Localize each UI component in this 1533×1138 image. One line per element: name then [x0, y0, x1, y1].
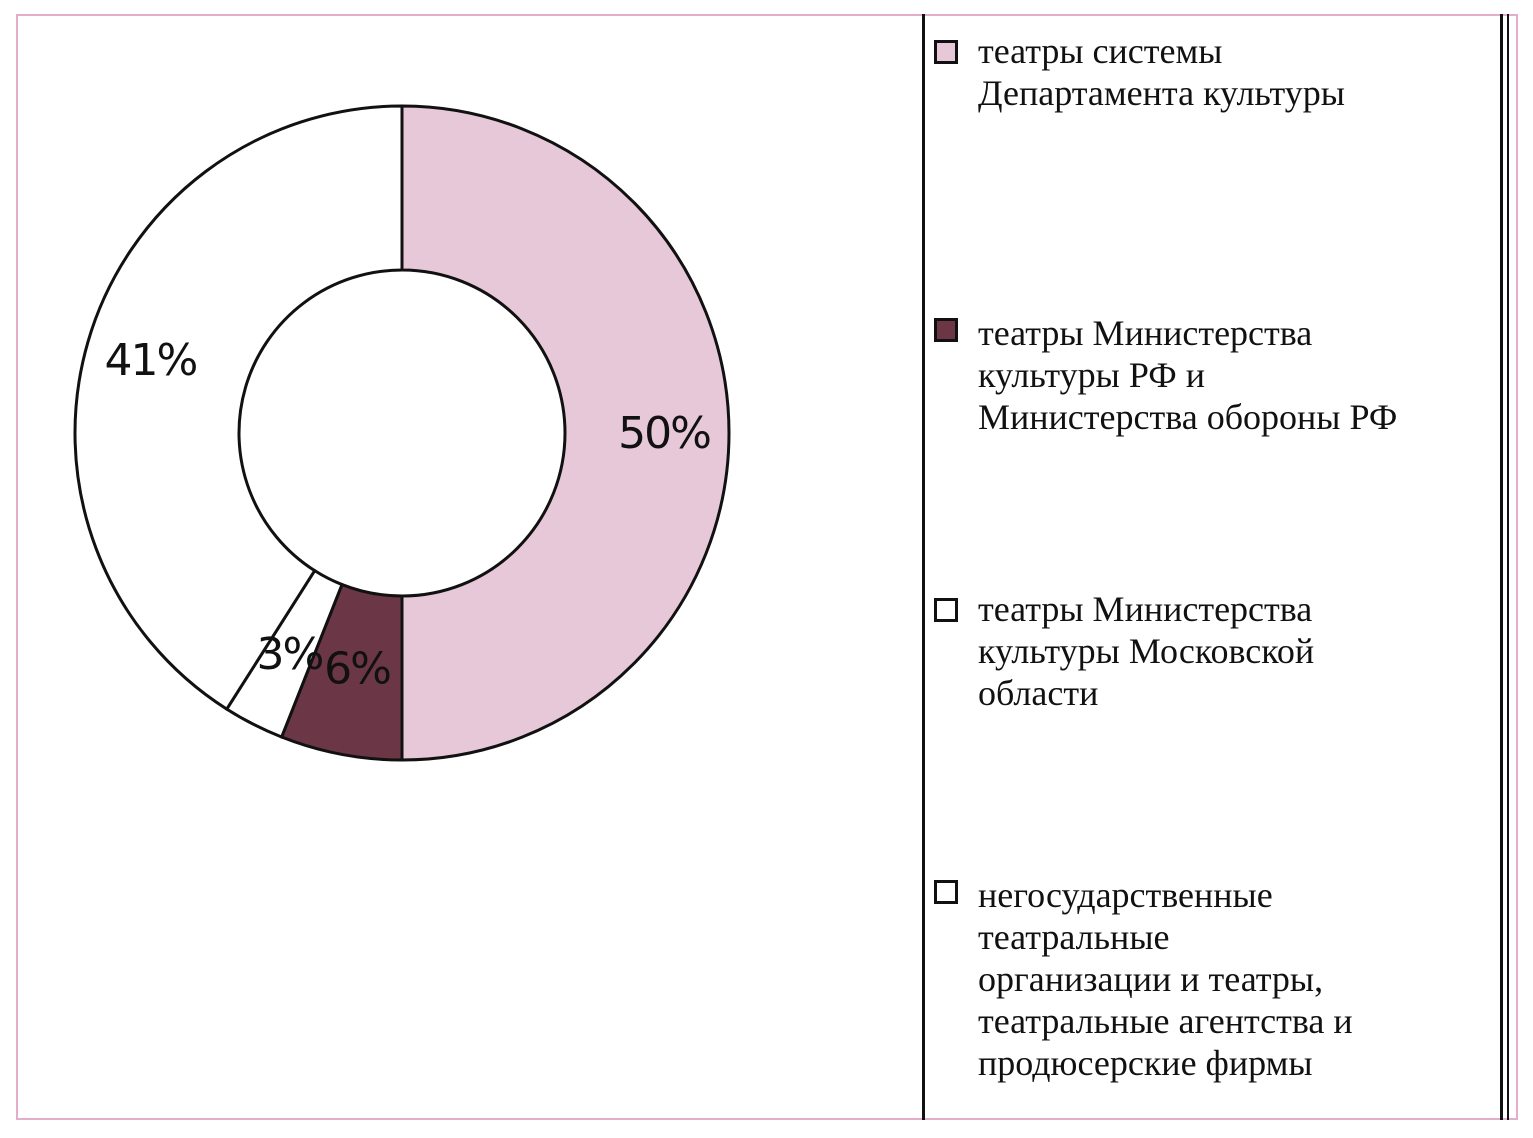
legend-label-ministry-rf: театры Министерства культуры РФ и Минист… [978, 313, 1398, 437]
legend-label-department: театры системы Департамента культуры [978, 31, 1345, 113]
slice-department-value-label: 50% [618, 408, 710, 459]
slice-department [400, 104, 731, 762]
legend-swatch-ministry-rf [934, 318, 958, 342]
donut-labels: 50% 6%3% 41% [105, 335, 713, 695]
slice-non-state-value-label: 41% [105, 335, 197, 386]
chart-legend: театры системы Департамента культуры теа… [934, 0, 1494, 1138]
right-border-line [1500, 14, 1503, 1120]
donut-slices [73, 104, 731, 762]
legend-label-moscow-region: театры Министерства культуры Московской … [978, 589, 1315, 713]
legend-label-non-state: негосударственные театральные организаци… [978, 875, 1353, 1083]
legend-swatch-moscow-region [934, 598, 958, 622]
legend-swatch-department [934, 40, 958, 64]
slice-moscow-region-value-label: 3% [257, 629, 323, 680]
donut-chart: 50% 6%3% 41% [73, 104, 731, 762]
chart-frame [16, 14, 1518, 1120]
slice-ministry-rf-value-label: 6% [324, 644, 390, 695]
legend-swatch-non-state [934, 880, 958, 904]
slice-non-state [73, 104, 404, 712]
right-border-line-outer [1507, 14, 1509, 1120]
legend-divider [922, 14, 925, 1120]
